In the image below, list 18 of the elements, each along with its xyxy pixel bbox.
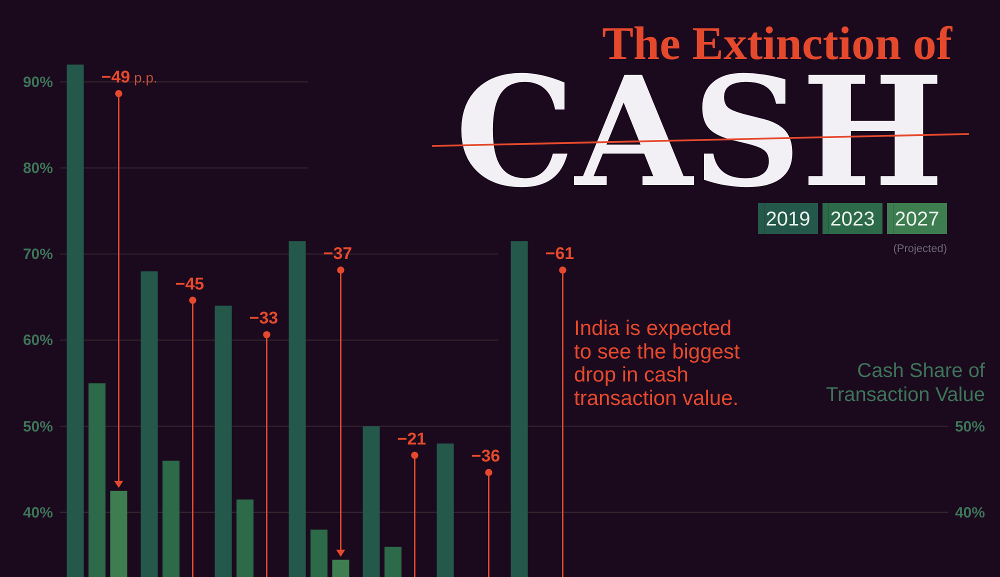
annotation: −21	[397, 429, 426, 448]
annotation: −33	[249, 308, 278, 328]
y2-tick-label: 40%	[954, 504, 985, 522]
annotation: −61	[545, 244, 574, 264]
y-tick-label: 50%	[22, 418, 53, 436]
annotation: −37	[323, 244, 352, 264]
annotation: −49 p.p.	[101, 68, 158, 87]
annotation: −45	[175, 274, 204, 294]
y-tick-label: 60%	[22, 332, 53, 350]
y-tick-label: 70%	[22, 246, 53, 264]
annotation: India is expected to see the biggest drop in cash transaction value.	[574, 317, 740, 410]
y2-axis-title: Cash Share of Transaction Value	[826, 360, 986, 406]
y2-tick-label: 50%	[954, 418, 985, 436]
annotation: (Projected)	[893, 243, 947, 255]
y-tick-label: 40%	[22, 504, 53, 522]
annotation: −36	[471, 446, 500, 466]
y-tick-label: 80%	[22, 160, 53, 177]
y-tick-label: 90%	[22, 74, 53, 91]
